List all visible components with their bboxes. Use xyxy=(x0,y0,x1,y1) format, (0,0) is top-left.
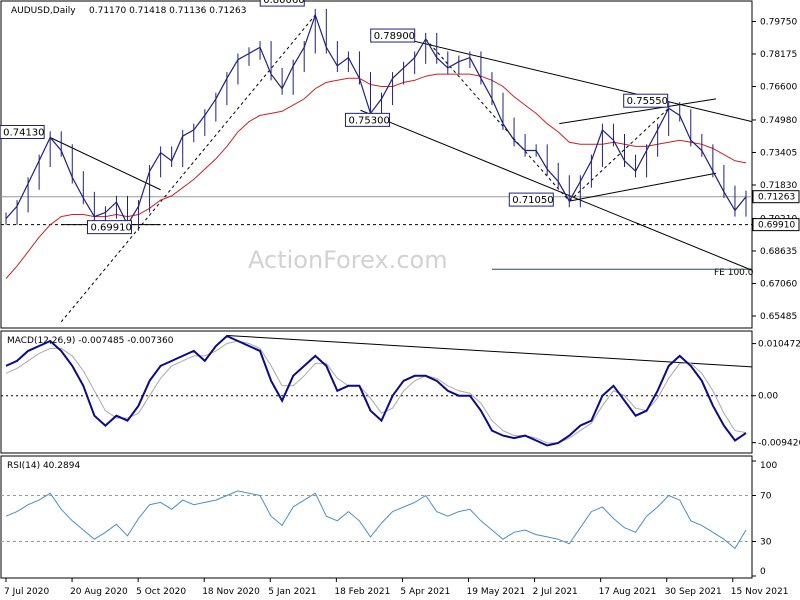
price-annotation-box xyxy=(623,93,669,108)
price-annotation-box xyxy=(259,0,305,7)
price-annotation-box xyxy=(86,220,132,235)
dashed-guide-line-3 xyxy=(568,107,670,202)
x-axis-label: 18 Feb 2021 xyxy=(334,587,390,597)
price-y-tick-label: 0.78175 xyxy=(760,50,797,60)
x-axis-label: 5 Jan 2021 xyxy=(268,587,316,597)
x-axis-label: 18 Nov 2020 xyxy=(202,587,260,597)
macd-y-tick-label: 0.010472 xyxy=(758,340,800,350)
price-annotation-label: 0.71050 xyxy=(512,195,553,206)
price-y-tick-label: 0.76600 xyxy=(760,83,797,93)
support-level-badge xyxy=(752,218,800,232)
watermark-text: ActionForex.com xyxy=(248,246,448,274)
price-annotation-label: 0.75550 xyxy=(627,96,668,107)
rsi-y-tick-label: 0 xyxy=(760,567,766,577)
price-y-tick-label: 0.68635 xyxy=(760,247,797,257)
macd-panel-title: MACD(12,26,9) -0.007485 -0.007360 xyxy=(7,336,174,346)
rsi-y-tick-label: 100 xyxy=(760,461,777,471)
support-level-badge-label: 0.69910 xyxy=(758,221,795,231)
price-annotation-label: 0.78900 xyxy=(374,31,415,42)
x-axis-label: 7 Jul 2020 xyxy=(4,587,49,597)
x-axis-label: 2 Jul 2021 xyxy=(533,587,578,597)
macd-panel-frame xyxy=(0,330,753,454)
price-header-ohlc: 0.71170 0.71418 0.71136 0.71263 xyxy=(89,6,246,16)
price-annotation-label: 0.74130 xyxy=(3,128,44,139)
price-annotation-box xyxy=(370,28,416,43)
x-axis-label: 5 Apr 2021 xyxy=(400,587,450,597)
rsi-y-tick-label: 70 xyxy=(760,492,772,502)
wedge-upper-line xyxy=(559,98,717,125)
macd-y-tick-label: 0.00 xyxy=(758,392,778,402)
triangle-upper-line xyxy=(49,137,161,191)
price-panel-frame xyxy=(0,0,753,329)
channel-lower-trendline xyxy=(360,109,753,271)
rsi-y-tick-label: 30 xyxy=(760,538,772,548)
price-y-tick-label: 0.67060 xyxy=(760,279,797,289)
price-header-symbol: AUDUSD,Daily xyxy=(11,6,76,16)
price-annotation-label: 0.69910 xyxy=(90,223,131,234)
price-annotation-box xyxy=(0,125,45,140)
rsi-panel-title: RSI(14) 40.2894 xyxy=(7,461,80,471)
macd-trendline xyxy=(226,334,753,368)
rsi-line xyxy=(5,490,747,550)
macd-line xyxy=(5,334,747,447)
dashed-guide-line-2 xyxy=(425,38,570,202)
x-axis-label: 5 Oct 2020 xyxy=(136,587,186,597)
x-axis-label: 20 Aug 2020 xyxy=(70,587,128,597)
x-axis-label: 30 Sep 2021 xyxy=(665,587,722,597)
current-price-badge xyxy=(752,190,800,204)
rsi-panel-frame xyxy=(0,455,753,579)
dashed-guide-line-1 xyxy=(60,14,316,323)
x-axis-label: 15 Nov 2021 xyxy=(731,587,789,597)
x-axis-label: 17 Aug 2021 xyxy=(599,587,657,597)
x-axis-label: 19 May 2021 xyxy=(467,587,526,597)
price-y-tick-label: 0.65485 xyxy=(760,312,797,322)
wedge-lower-line xyxy=(569,172,717,202)
price-annotation-label: 0.80060 xyxy=(263,0,304,6)
price-annotation-box xyxy=(508,192,554,207)
price-annotation-label: 0.75300 xyxy=(348,115,389,126)
price-y-tick-label: 0.79750 xyxy=(760,17,797,27)
fe-label: FE 100.0 xyxy=(714,268,754,278)
ema-line xyxy=(5,73,747,279)
channel-upper-trendline xyxy=(370,30,753,123)
current-price-badge-label: 0.71263 xyxy=(758,193,795,203)
price-y-tick-label: 0.71830 xyxy=(760,181,797,191)
price-y-tick-label: 0.73405 xyxy=(760,148,797,158)
price-y-tick-label: 0.74980 xyxy=(760,116,797,126)
macd-y-tick-label: -0.009426 xyxy=(758,439,800,449)
price-annotation-box xyxy=(344,112,390,127)
